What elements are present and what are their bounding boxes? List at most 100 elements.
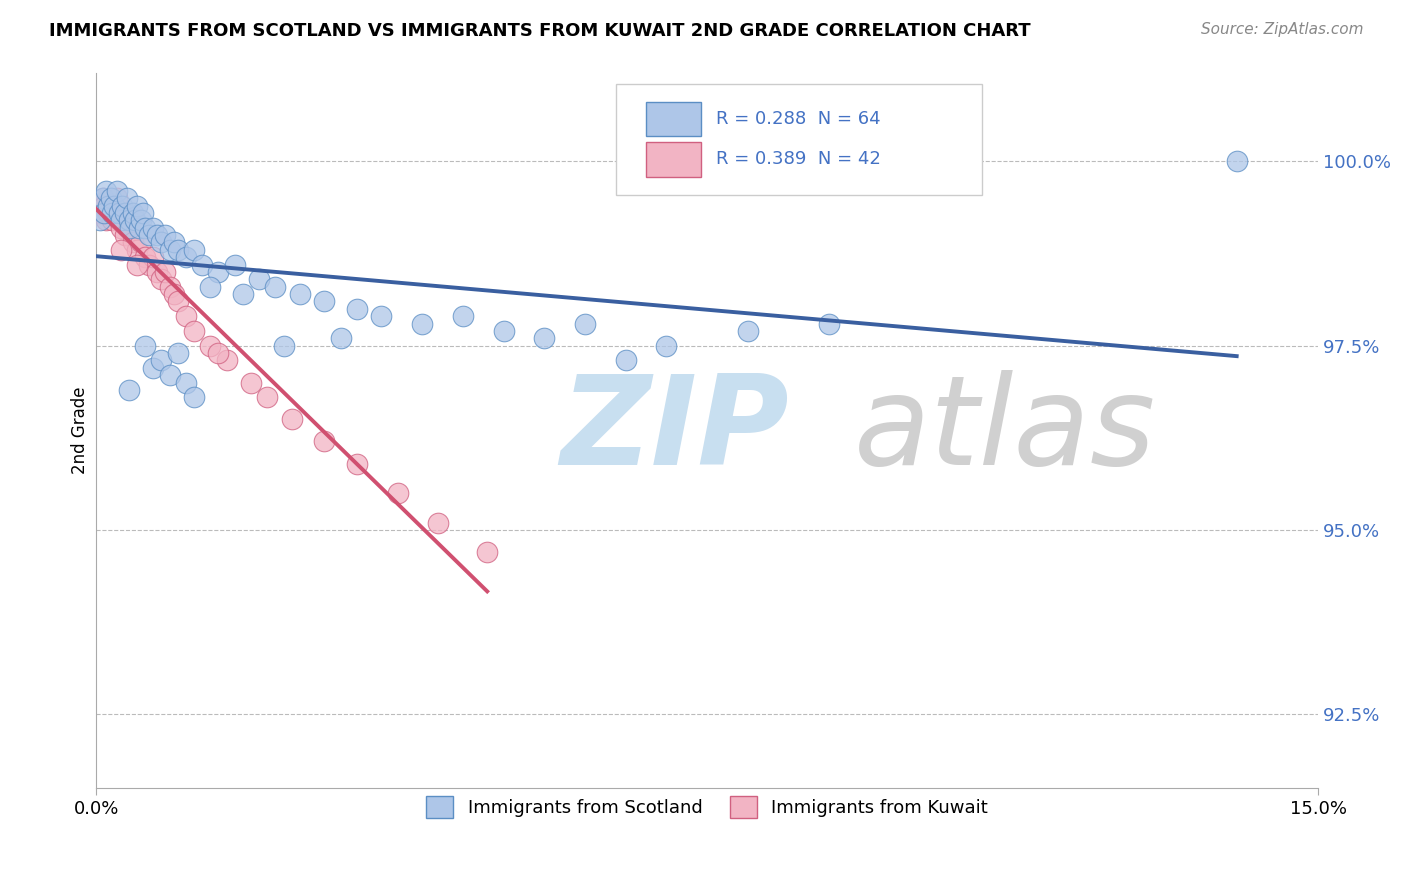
Point xyxy=(103,199,125,213)
Point xyxy=(91,191,114,205)
Point xyxy=(224,258,246,272)
Point xyxy=(614,353,637,368)
Point xyxy=(207,265,229,279)
Text: R = 0.288  N = 64: R = 0.288 N = 64 xyxy=(716,110,880,128)
Point xyxy=(159,368,181,383)
Point xyxy=(191,258,214,272)
Point xyxy=(129,213,152,227)
Point xyxy=(103,206,125,220)
Point xyxy=(427,516,450,530)
Point xyxy=(110,213,132,227)
Point xyxy=(120,220,142,235)
Y-axis label: 2nd Grade: 2nd Grade xyxy=(72,386,89,475)
Point xyxy=(142,220,165,235)
Point xyxy=(125,258,148,272)
Point xyxy=(346,457,368,471)
Point xyxy=(174,309,197,323)
FancyBboxPatch shape xyxy=(616,84,983,194)
Point xyxy=(138,228,160,243)
Point xyxy=(162,287,184,301)
Point xyxy=(121,235,143,250)
Point xyxy=(138,258,160,272)
Point xyxy=(655,339,678,353)
Point xyxy=(125,243,148,257)
Point xyxy=(150,235,173,250)
Point xyxy=(162,235,184,250)
Point xyxy=(451,309,474,323)
Point xyxy=(100,191,122,205)
Point xyxy=(200,339,222,353)
Point xyxy=(108,206,131,220)
Text: atlas: atlas xyxy=(853,370,1156,491)
Point xyxy=(110,243,132,257)
Legend: Immigrants from Scotland, Immigrants from Kuwait: Immigrants from Scotland, Immigrants fro… xyxy=(419,789,995,825)
Point xyxy=(370,309,392,323)
Point xyxy=(132,206,155,220)
Text: R = 0.389  N = 42: R = 0.389 N = 42 xyxy=(716,151,880,169)
Point xyxy=(288,287,311,301)
Point xyxy=(492,324,515,338)
Point xyxy=(183,324,205,338)
Point xyxy=(97,199,120,213)
Point xyxy=(477,545,499,559)
Point xyxy=(111,206,134,220)
Point xyxy=(134,339,156,353)
Point xyxy=(411,317,433,331)
Point xyxy=(129,235,152,250)
Point xyxy=(232,287,254,301)
Point xyxy=(89,213,111,227)
Point xyxy=(737,324,759,338)
Point xyxy=(101,206,124,220)
Point xyxy=(215,353,238,368)
Point xyxy=(115,191,138,205)
Point xyxy=(247,272,270,286)
Point xyxy=(134,250,156,264)
Point xyxy=(125,199,148,213)
Point xyxy=(159,243,181,257)
Point xyxy=(100,199,122,213)
Point xyxy=(134,220,156,235)
Point xyxy=(166,294,188,309)
Point xyxy=(97,206,120,220)
Point xyxy=(155,228,177,243)
Point xyxy=(97,199,120,213)
Point xyxy=(280,412,302,426)
Point xyxy=(264,279,287,293)
Point xyxy=(118,383,141,397)
Point xyxy=(93,199,115,213)
Text: Source: ZipAtlas.com: Source: ZipAtlas.com xyxy=(1201,22,1364,37)
Point xyxy=(150,272,173,286)
Point xyxy=(118,213,141,227)
Point xyxy=(387,486,409,500)
Bar xyxy=(647,102,702,136)
Bar xyxy=(647,143,702,177)
Point xyxy=(174,376,197,390)
Point xyxy=(114,228,136,243)
Point xyxy=(533,331,555,345)
Point xyxy=(150,353,173,368)
Point xyxy=(574,317,596,331)
Point xyxy=(1226,154,1249,169)
Point xyxy=(89,206,111,220)
Point xyxy=(93,206,115,220)
Point xyxy=(200,279,222,293)
Point xyxy=(108,213,131,227)
Point xyxy=(174,250,197,264)
Point xyxy=(183,390,205,404)
Point xyxy=(91,191,114,205)
Point xyxy=(183,243,205,257)
Text: ZIP: ZIP xyxy=(561,370,789,491)
Point xyxy=(818,317,841,331)
Point xyxy=(94,184,117,198)
Point xyxy=(101,213,124,227)
Point xyxy=(111,199,134,213)
Point xyxy=(121,206,143,220)
Point xyxy=(159,279,181,293)
Point xyxy=(329,331,352,345)
Point xyxy=(155,265,177,279)
Point xyxy=(105,184,128,198)
Text: IMMIGRANTS FROM SCOTLAND VS IMMIGRANTS FROM KUWAIT 2ND GRADE CORRELATION CHART: IMMIGRANTS FROM SCOTLAND VS IMMIGRANTS F… xyxy=(49,22,1031,40)
Point xyxy=(110,220,132,235)
Point xyxy=(256,390,278,404)
Point xyxy=(166,346,188,360)
